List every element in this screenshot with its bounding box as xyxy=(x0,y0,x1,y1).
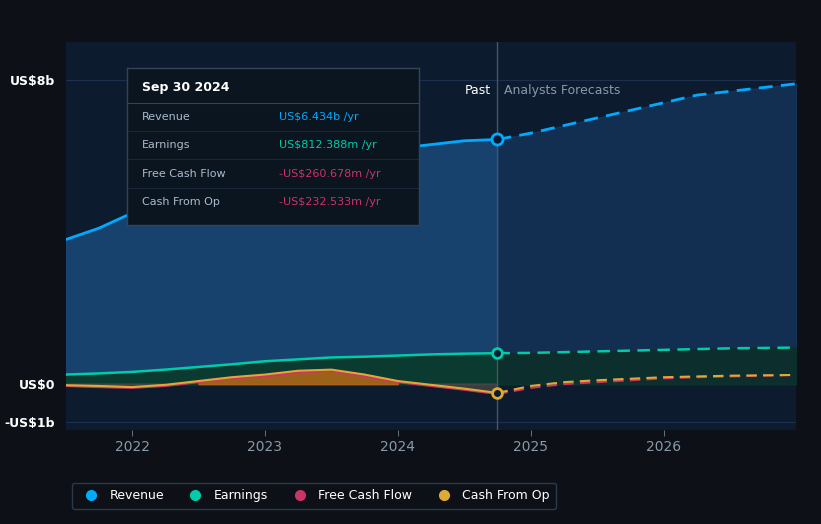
Text: US$812.388m /yr: US$812.388m /yr xyxy=(279,140,377,150)
Text: Cash From Op: Cash From Op xyxy=(142,197,220,207)
Text: Revenue: Revenue xyxy=(142,112,190,122)
Legend: Revenue, Earnings, Free Cash Flow, Cash From Op: Revenue, Earnings, Free Cash Flow, Cash … xyxy=(72,483,556,509)
Text: Earnings: Earnings xyxy=(142,140,190,150)
Text: Analysts Forecasts: Analysts Forecasts xyxy=(504,84,621,97)
Text: -US$260.678m /yr: -US$260.678m /yr xyxy=(279,169,380,179)
Text: Free Cash Flow: Free Cash Flow xyxy=(142,169,226,179)
Text: Sep 30 2024: Sep 30 2024 xyxy=(142,81,229,94)
Text: US$6.434b /yr: US$6.434b /yr xyxy=(279,112,359,122)
Text: -US$232.533m /yr: -US$232.533m /yr xyxy=(279,197,380,207)
Text: Past: Past xyxy=(465,84,491,97)
